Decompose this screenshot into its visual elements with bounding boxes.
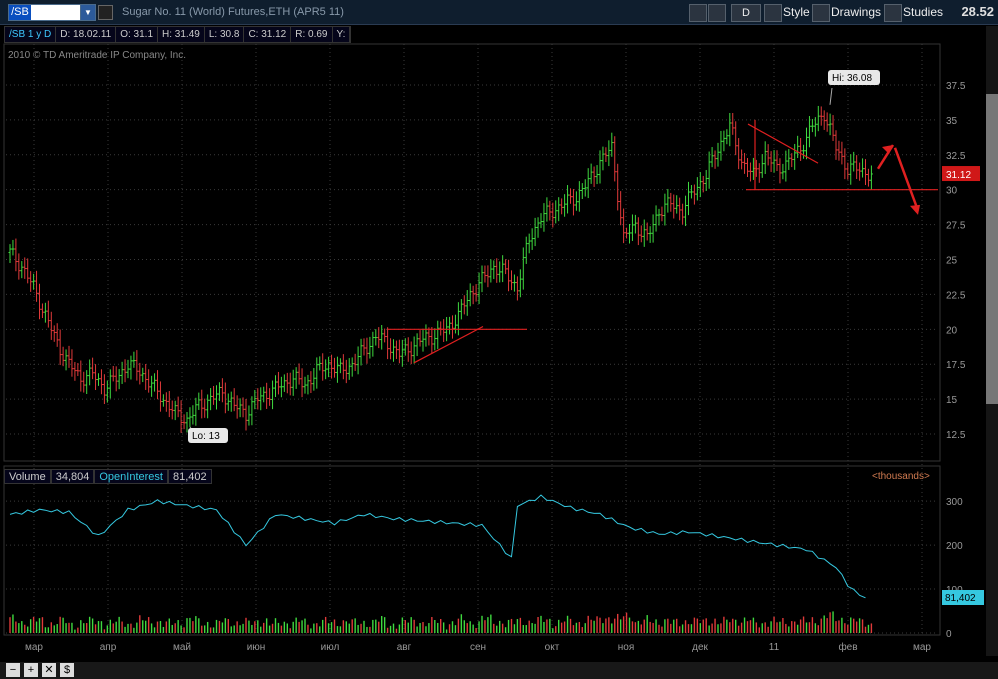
- last-price: 28.52: [961, 4, 994, 19]
- high-value: H: 31.49: [158, 27, 205, 42]
- zoom-out-icon[interactable]: −: [6, 663, 20, 677]
- price-tick-label: 22.5: [946, 290, 966, 301]
- y-value: Y:: [333, 27, 351, 42]
- month-tick-label: сен: [470, 642, 486, 653]
- volume-panel: [3, 465, 941, 636]
- volume-infobar: Volume 34,804 OpenInterest 81,402: [4, 469, 212, 484]
- current-price-label: 31.12: [946, 170, 971, 181]
- price-tick-label: 35: [946, 116, 958, 127]
- drawings-button[interactable]: Drawings: [831, 5, 882, 19]
- month-tick-label: май: [173, 642, 191, 653]
- symbol-period[interactable]: /SB 1 y D: [5, 27, 57, 42]
- price-tick-label: 15: [946, 395, 958, 406]
- studies-button[interactable]: Studies: [903, 5, 944, 19]
- zoom-in-icon[interactable]: +: [24, 663, 38, 677]
- resistance-trendline-jan: [747, 123, 819, 164]
- instrument-title: Sugar No. 11 (World) Futures,ETH (APR5 1…: [122, 6, 344, 18]
- arrow-up-head: [882, 144, 893, 154]
- wrench-icon[interactable]: [708, 4, 726, 22]
- volume-tick-label: 0: [946, 629, 952, 640]
- oi-current-label: 81,402: [945, 593, 976, 604]
- price-tick-label: 20: [946, 325, 958, 336]
- link-icon[interactable]: [98, 5, 113, 20]
- current-price-tag: [942, 166, 980, 182]
- oi-value: 81,402: [167, 469, 212, 484]
- month-tick-label: мар: [25, 642, 43, 653]
- vertical-scrollbar[interactable]: [986, 26, 998, 656]
- close-value: C: 31.12: [244, 27, 292, 42]
- arrow-down-head: [910, 204, 920, 215]
- drawings-icon[interactable]: [812, 4, 830, 22]
- studies-icon[interactable]: [884, 4, 902, 22]
- symbol-value: /SB: [9, 5, 31, 20]
- open-value: O: 31.1: [116, 27, 159, 42]
- price-panel: [3, 43, 941, 462]
- month-tick-label: дек: [692, 642, 708, 653]
- price-tick-label: 30: [946, 186, 958, 197]
- volume-tick-label: 200: [946, 541, 963, 552]
- units-label: <thousands>: [872, 471, 930, 482]
- oi-current-tag: [942, 590, 984, 605]
- top-toolbar: /SB ▼ Sugar No. 11 (World) Futures,ETH (…: [0, 0, 998, 25]
- dollar-icon[interactable]: $: [60, 663, 74, 677]
- low-value: L: 30.8: [205, 27, 245, 42]
- scrollbar-thumb[interactable]: [986, 94, 998, 404]
- month-tick-label: фев: [838, 641, 857, 653]
- hi-callout-box: [828, 70, 880, 85]
- date-value: D: 18.02.11: [56, 27, 117, 42]
- volume-label: Volume: [4, 469, 51, 484]
- horizontal-scrollbar[interactable]: [0, 662, 998, 679]
- month-tick-label: июл: [321, 642, 340, 653]
- lo-callout-box: [188, 428, 228, 443]
- oi-label: OpenInterest: [94, 469, 168, 484]
- month-tick-label: мар: [913, 642, 931, 653]
- price-tick-label: 32.5: [946, 151, 966, 162]
- copyright-text: 2010 © TD Ameritrade IP Company, Inc.: [8, 50, 187, 61]
- arrow-down-line: [893, 147, 920, 212]
- style-icon[interactable]: [764, 4, 782, 22]
- month-tick-label: окт: [545, 642, 560, 653]
- crosshair-icon[interactable]: ✕: [42, 663, 56, 677]
- month-tick-label: авг: [397, 642, 412, 653]
- hi-callout-line: [829, 87, 833, 105]
- range-value: R: 0.69: [291, 27, 333, 42]
- symbol-dropdown-button[interactable]: ▼: [80, 4, 96, 21]
- lo-callout-label: Lo: 13: [192, 431, 220, 442]
- style-button[interactable]: Style: [783, 5, 810, 19]
- price-tick-label: 25: [946, 256, 958, 267]
- price-tick-label: 12.5: [946, 430, 966, 441]
- open-interest-line: [9, 494, 866, 599]
- support-trendline-aug: [413, 325, 484, 364]
- month-tick-label: апр: [100, 642, 117, 653]
- month-tick-label: ноя: [618, 642, 635, 653]
- period-button[interactable]: D: [731, 4, 761, 22]
- month-tick-label: июн: [247, 642, 266, 653]
- volume-value: 34,804: [50, 469, 95, 484]
- month-tick-label: 11: [769, 642, 780, 653]
- ohlc-infobar: /SB 1 y D D: 18.02.11 O: 31.1 H: 31.49 L…: [4, 26, 352, 43]
- volume-tick-label: 300: [946, 497, 963, 508]
- tool-icon[interactable]: [689, 4, 707, 22]
- price-tick-label: 37.5: [946, 81, 966, 92]
- price-tick-label: 27.5: [946, 221, 966, 232]
- hi-callout-label: Hi: 36.08: [832, 73, 872, 84]
- price-tick-label: 17.5: [946, 360, 966, 371]
